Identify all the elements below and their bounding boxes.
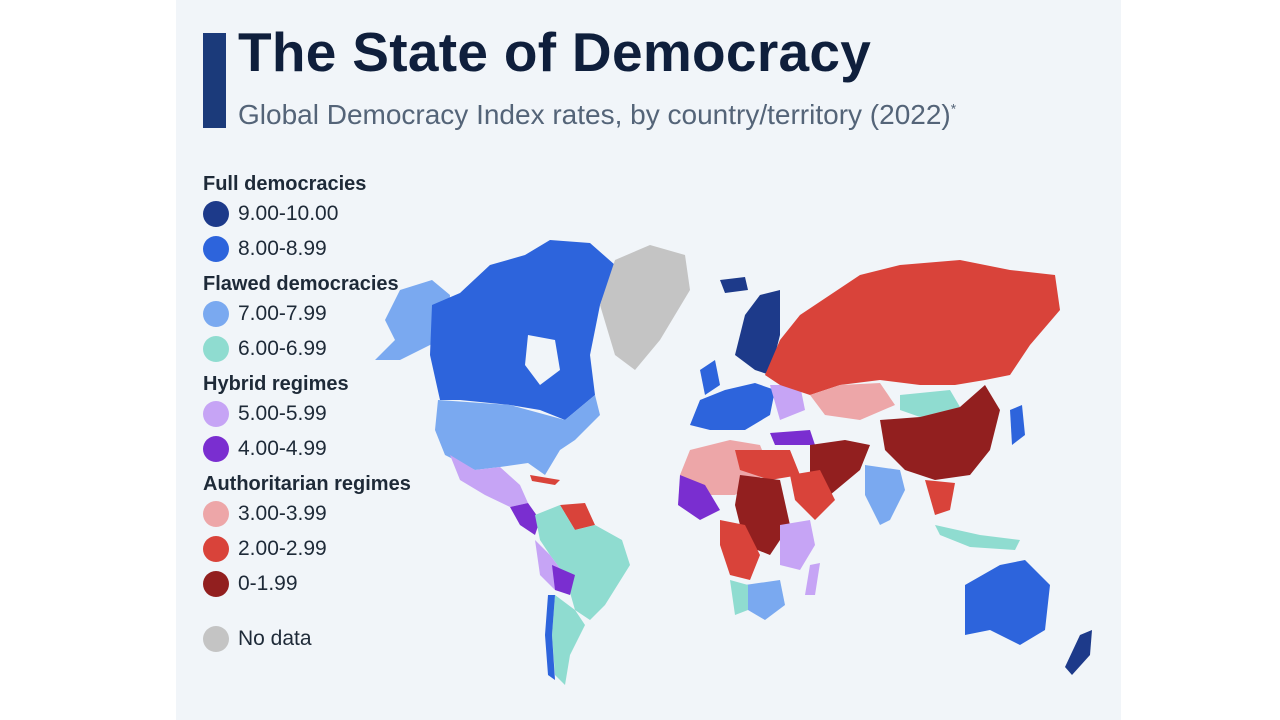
legend-item: 9.00-10.00 — [203, 196, 463, 231]
legend-item-no-data: No data — [203, 621, 463, 656]
region-venezuela — [560, 503, 595, 530]
region-southern-africa — [745, 580, 785, 620]
region-greenland — [600, 245, 690, 370]
region-western-europe — [690, 383, 775, 430]
legend-label: 7.00-7.99 — [238, 301, 327, 325]
legend-label: 8.00-8.99 — [238, 236, 327, 260]
region-usa — [435, 395, 600, 475]
region-new-zealand — [1065, 630, 1092, 675]
legend-item: 0-1.99 — [203, 566, 463, 601]
region-japan — [1010, 405, 1025, 445]
region-scandinavia — [735, 290, 780, 375]
legend-group-title-flawed: Flawed democracies — [203, 273, 399, 295]
region-chile — [545, 595, 555, 680]
legend-item: 6.00-6.99 — [203, 331, 463, 366]
region-libya-egypt — [735, 450, 800, 480]
legend-label: 6.00-6.99 — [238, 336, 327, 360]
region-central-america — [510, 503, 540, 535]
region-india — [865, 465, 905, 525]
region-canada — [430, 240, 615, 420]
region-indonesia — [935, 525, 1020, 550]
page-title: The State of Democracy — [238, 21, 872, 83]
region-cuba — [530, 475, 560, 485]
legend-swatch — [203, 435, 229, 462]
region-kazakhstan — [810, 383, 895, 420]
region-central-africa — [720, 520, 760, 580]
region-mongolia — [900, 390, 960, 417]
legend-label: 3.00-3.99 — [238, 501, 327, 525]
legend-swatch — [203, 570, 229, 597]
legend-group-title-full: Full democracies — [203, 173, 367, 195]
legend-label: 2.00-2.99 — [238, 536, 327, 560]
region-southern-africa-west — [730, 580, 748, 615]
subtitle-text: Global Democracy Index rates, by country… — [238, 99, 951, 130]
legend-item: 8.00-8.99 — [203, 231, 463, 266]
legend-swatch — [203, 625, 229, 652]
legend-swatch — [203, 535, 229, 562]
legend-group-title-authoritarian: Authoritarian regimes — [203, 473, 411, 495]
region-china — [880, 385, 1000, 480]
region-east-africa — [780, 520, 815, 570]
legend-item: 2.00-2.99 — [203, 531, 463, 566]
region-mexico — [450, 455, 528, 507]
legend-swatch — [203, 235, 229, 262]
region-australia — [965, 560, 1050, 645]
legend-swatch — [203, 335, 229, 362]
title-accent-bar — [203, 33, 226, 128]
region-eastern-europe — [770, 385, 805, 420]
region-southeast-asia — [925, 480, 955, 515]
map-legend: Full democracies 9.00-10.00 8.00-8.99 Fl… — [203, 172, 463, 656]
region-argentina-chile — [552, 595, 585, 685]
legend-item: 7.00-7.99 — [203, 296, 463, 331]
legend-item: 4.00-4.99 — [203, 431, 463, 466]
region-arabia — [790, 470, 835, 520]
legend-label: No data — [238, 626, 312, 650]
legend-swatch — [203, 400, 229, 427]
legend-label: 9.00-10.00 — [238, 201, 339, 225]
legend-item: 3.00-3.99 — [203, 496, 463, 531]
legend-group-title-hybrid: Hybrid regimes — [203, 373, 349, 395]
subtitle-footnote-mark: * — [950, 100, 957, 117]
region-bolivia — [552, 565, 575, 595]
legend-label: 5.00-5.99 — [238, 401, 327, 425]
region-brazil — [535, 505, 630, 620]
region-iceland — [720, 277, 748, 293]
legend-swatch — [203, 200, 229, 227]
legend-swatch — [203, 300, 229, 327]
region-madagascar — [805, 563, 820, 595]
legend-label: 4.00-4.99 — [238, 436, 327, 460]
region-russia — [765, 260, 1060, 395]
world-map — [375, 240, 1092, 685]
region-hudson-bay — [525, 335, 560, 385]
region-turkey — [770, 430, 815, 445]
region-sahel — [678, 475, 720, 520]
legend-item: 5.00-5.99 — [203, 396, 463, 431]
region-uk — [700, 360, 720, 395]
legend-swatch — [203, 500, 229, 527]
legend-label: 0-1.99 — [238, 571, 298, 595]
page-subtitle: Global Democracy Index rates, by country… — [238, 99, 956, 131]
